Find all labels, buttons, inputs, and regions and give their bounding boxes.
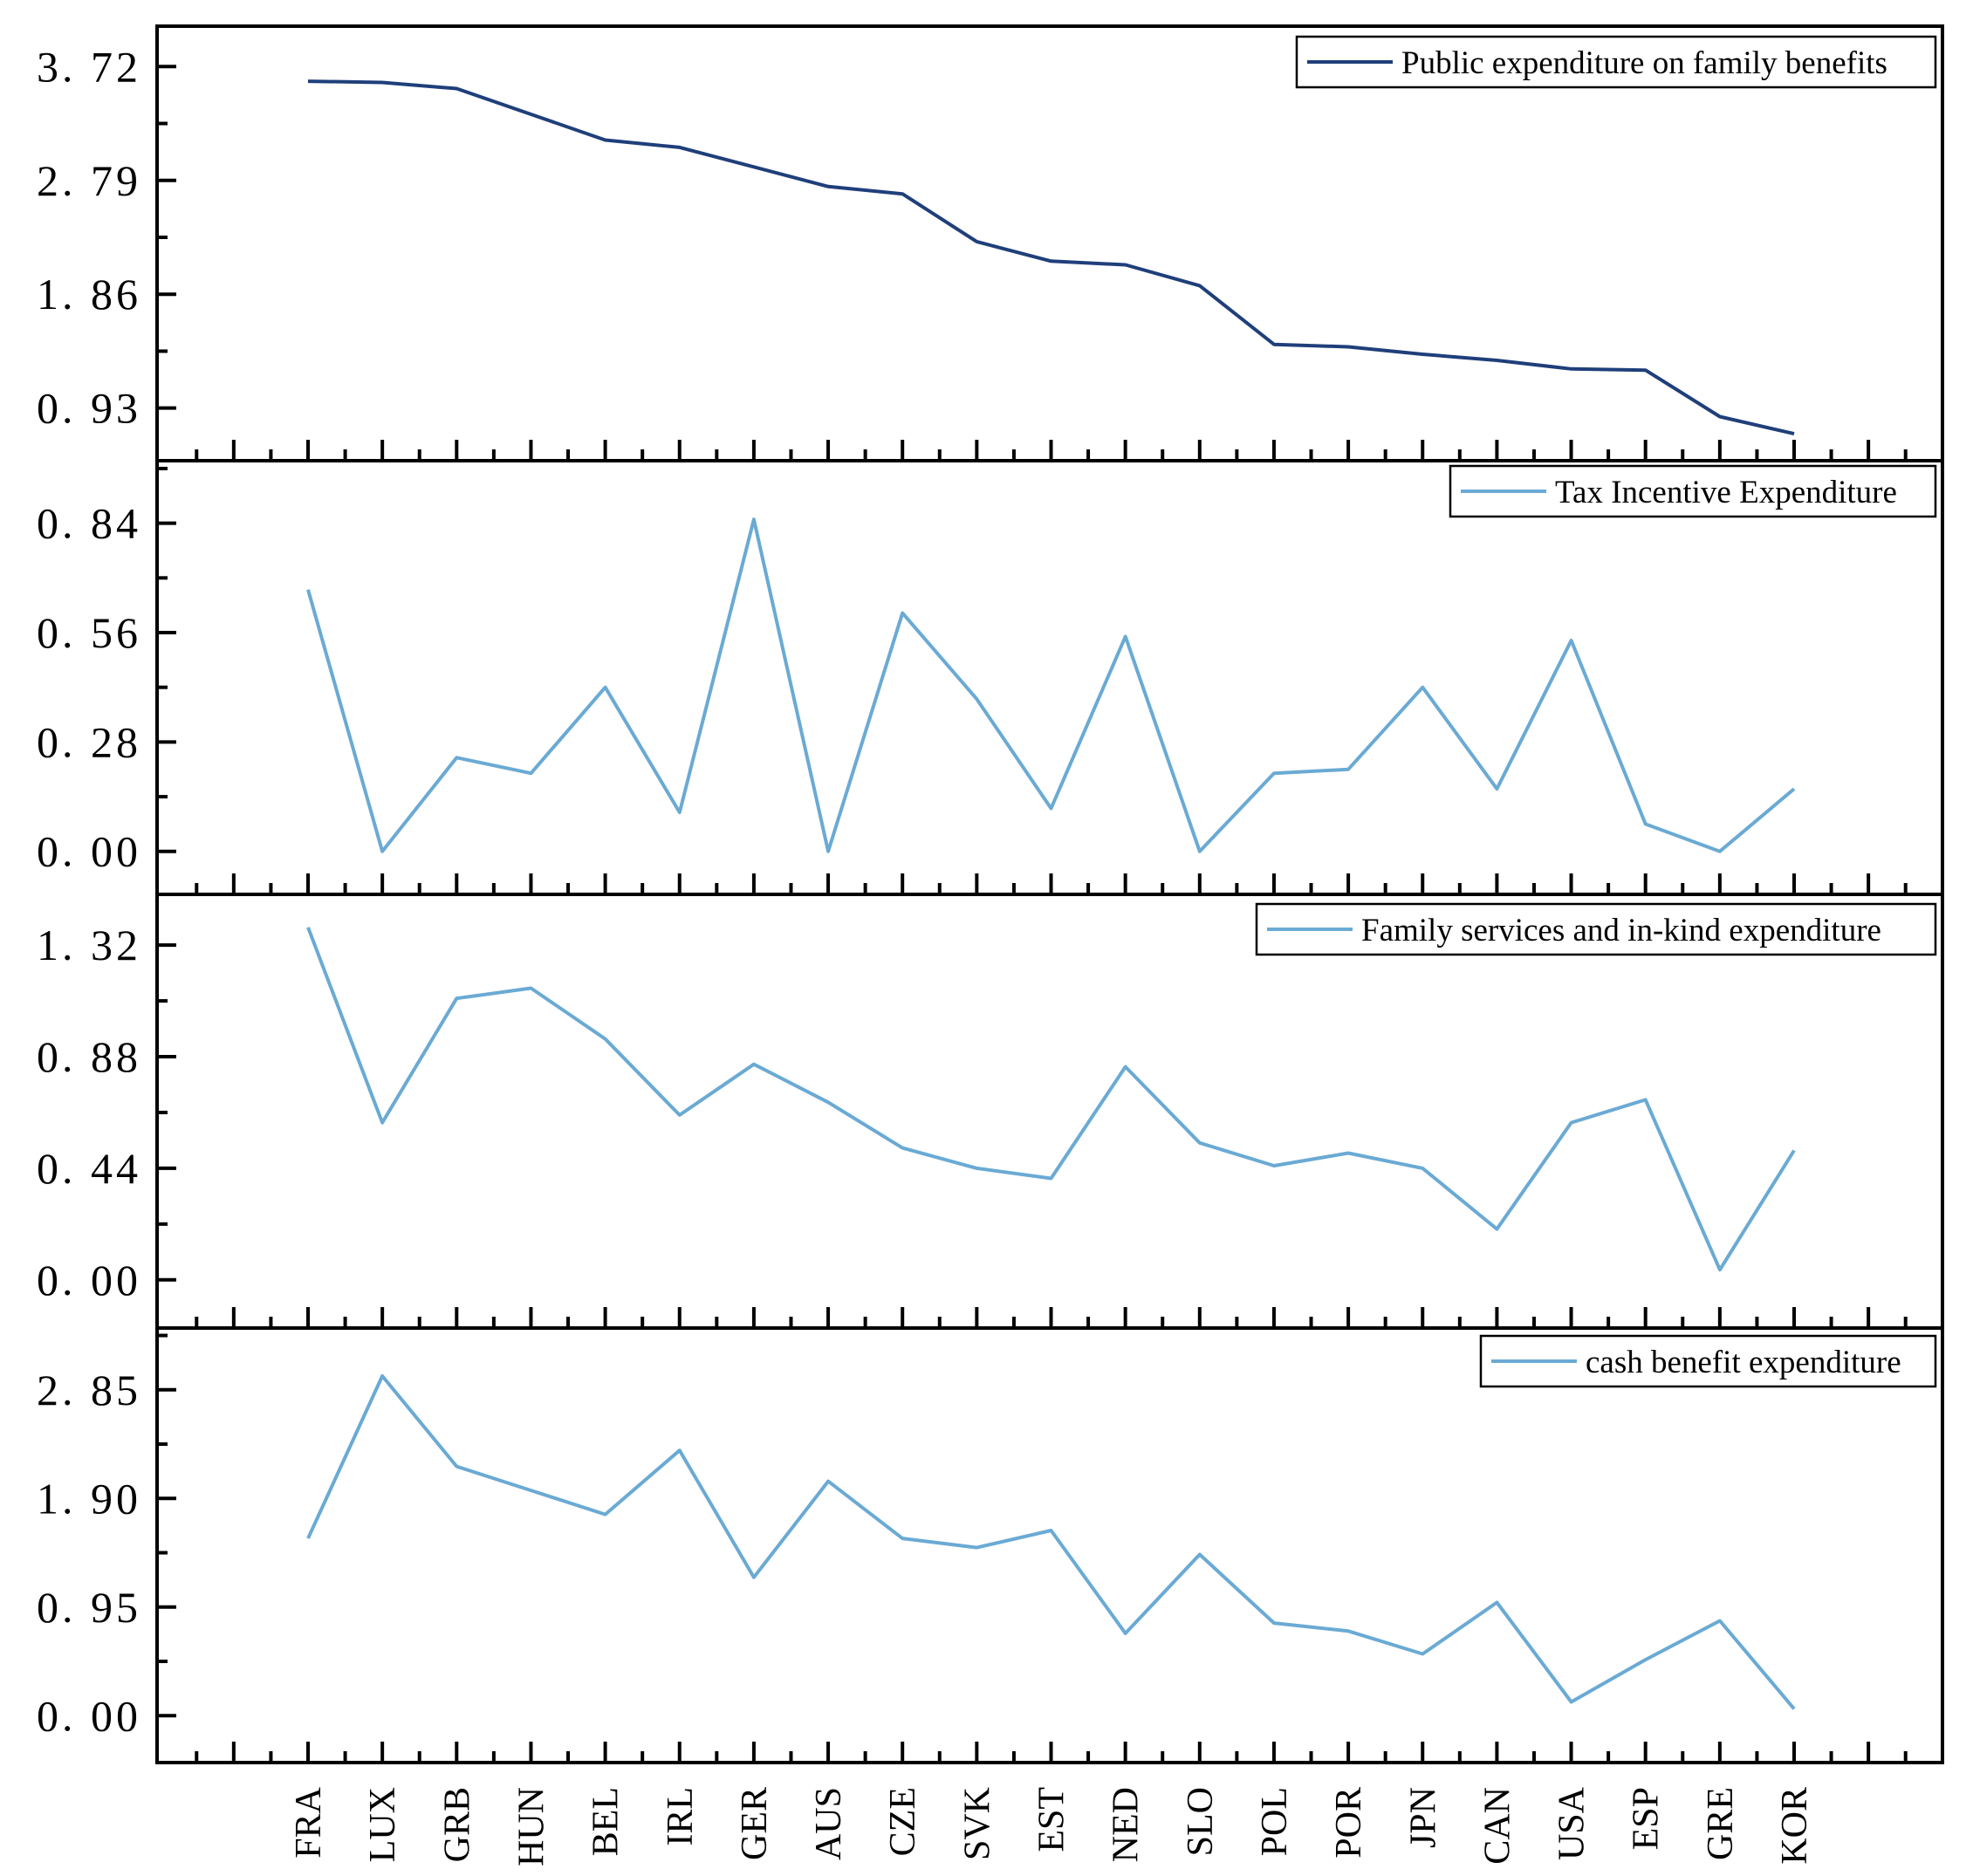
panel-frame [155, 459, 1944, 896]
legend-box [1295, 35, 1937, 89]
x-category-label-lux: LUX [363, 1787, 403, 1862]
legend-label: Tax Incentive Expenditure [1555, 475, 1897, 510]
y-tick-label: 1. 32 [37, 921, 141, 969]
x-category-label-jpn: JPN [1403, 1787, 1443, 1848]
y-tick-label: 0. 44 [37, 1144, 141, 1193]
y-tick-label: 0. 93 [37, 384, 141, 433]
y-tick-label: 0. 00 [37, 827, 141, 876]
legend: cash benefit expenditure [1479, 1334, 1937, 1388]
panel-frame [155, 893, 1944, 1330]
y-tick-label: 3. 72 [37, 42, 141, 91]
y-tick-label: 0. 84 [37, 499, 141, 548]
legend-box [1255, 902, 1937, 956]
y-tick-label: 2. 85 [37, 1366, 141, 1414]
x-category-label-irl: IRL [661, 1787, 701, 1846]
x-category-label-aus: AUS [809, 1787, 849, 1860]
legend: Tax Incentive Expenditure [1449, 464, 1937, 518]
y-tick-label: 1. 86 [37, 270, 141, 318]
y-tick-label: 0. 88 [37, 1032, 141, 1081]
legend-label: cash benefit expenditure [1586, 1345, 1901, 1380]
x-category-label-grb: GRB [437, 1787, 477, 1862]
y-tick-label: 0. 95 [37, 1583, 141, 1632]
series-line [306, 1374, 1796, 1710]
panels-layer: 3. 72 2. 79 1. 86 0. 93 Public expenditure o… [37, 24, 1944, 1764]
x-category-label-slo: SLO [1181, 1787, 1221, 1856]
x-category-label-cze: CZE [883, 1787, 923, 1856]
y-tick-label: 0. 00 [37, 1256, 141, 1304]
x-category-label-svk: SVK [957, 1787, 997, 1860]
x-category-label-gre: GRE [1701, 1787, 1741, 1860]
x-category-label-esp: ESP [1627, 1787, 1667, 1850]
series-line [306, 927, 1796, 1272]
legend-label: Public expenditure on family benefits [1401, 45, 1887, 81]
series-line [307, 79, 1795, 436]
x-category-label-ned: NED [1106, 1787, 1147, 1862]
x-category-label-pol: POL [1255, 1787, 1295, 1856]
series-line [306, 517, 1796, 853]
y-tick-label: 2. 79 [37, 156, 141, 205]
x-category-label-fra: FRA [289, 1786, 329, 1858]
legend: Public expenditure on family benefits [1295, 35, 1937, 89]
y-tick-label: 0. 28 [37, 717, 141, 766]
x-category-label-bel: BEL [586, 1787, 627, 1856]
panel-frame [155, 24, 1944, 462]
y-tick-label: 0. 56 [37, 608, 141, 657]
panel-4: 2. 85 1. 90 0. 95 0. 00 cash benefit expendi… [37, 1326, 1944, 1764]
x-category-label-can: CAN [1477, 1787, 1517, 1865]
y-tick-label: 0. 00 [37, 1691, 141, 1740]
x-category-label-hun: HUN [511, 1787, 551, 1866]
x-axis-category-labels: FRA LUX GRB HUN BEL IRL GER AUS CZE SVK EST NED SLO P… [289, 1786, 1815, 1866]
panel-1: 3. 72 2. 79 1. 86 0. 93 Public expenditure o… [37, 24, 1944, 462]
legend-label: Family services and in-kind expenditure [1361, 913, 1881, 948]
y-tick-label: 1. 90 [37, 1474, 141, 1523]
x-category-label-por: POR [1329, 1787, 1369, 1859]
x-category-label-est: EST [1032, 1787, 1072, 1852]
x-category-label-kor: KOR [1775, 1787, 1815, 1865]
x-category-label-usa: USA [1552, 1786, 1593, 1860]
panel-frame [155, 1326, 1944, 1764]
x-category-label-ger: GER [735, 1787, 775, 1860]
panel-2: 0. 84 0. 56 0. 28 0. 00 Tax Incentive Expend… [37, 459, 1944, 896]
panel-3: 1. 32 0. 88 0. 44 0. 00 Family services and … [37, 893, 1944, 1330]
legend: Family services and in-kind expenditure [1255, 902, 1937, 956]
